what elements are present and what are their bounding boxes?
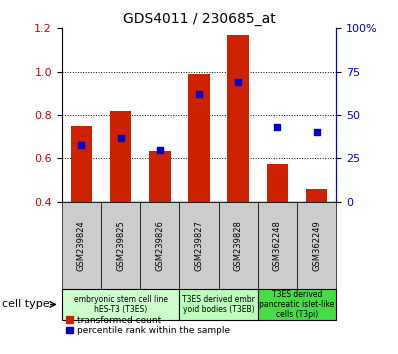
Point xyxy=(274,124,281,130)
Point xyxy=(196,91,202,97)
Bar xyxy=(306,189,328,202)
Text: GSM239826: GSM239826 xyxy=(155,220,164,270)
Bar xyxy=(149,151,171,202)
Bar xyxy=(267,164,288,202)
Bar xyxy=(110,111,131,202)
Text: GSM239828: GSM239828 xyxy=(234,220,243,270)
Title: GDS4011 / 230685_at: GDS4011 / 230685_at xyxy=(123,12,275,26)
Text: GSM239825: GSM239825 xyxy=(116,220,125,270)
Text: embryonic stem cell line
hES-T3 (T3ES): embryonic stem cell line hES-T3 (T3ES) xyxy=(74,295,168,314)
Bar xyxy=(70,126,92,202)
Bar xyxy=(227,35,249,202)
Text: GSM362249: GSM362249 xyxy=(312,220,321,270)
Bar xyxy=(188,74,210,202)
Point xyxy=(235,79,242,85)
Point xyxy=(117,135,124,141)
Text: GSM239824: GSM239824 xyxy=(77,220,86,270)
Legend: transformed count, percentile rank within the sample: transformed count, percentile rank withi… xyxy=(66,315,230,335)
Text: T3ES derived
pancreatic islet-like
cells (T3pi): T3ES derived pancreatic islet-like cells… xyxy=(259,290,335,319)
Text: GSM362248: GSM362248 xyxy=(273,220,282,270)
Text: GSM239827: GSM239827 xyxy=(195,220,203,270)
Point xyxy=(156,147,163,153)
Text: T3ES derived embr
yoid bodies (T3EB): T3ES derived embr yoid bodies (T3EB) xyxy=(182,295,255,314)
Point xyxy=(314,130,320,135)
Text: cell type: cell type xyxy=(2,299,50,309)
Point xyxy=(78,142,84,147)
